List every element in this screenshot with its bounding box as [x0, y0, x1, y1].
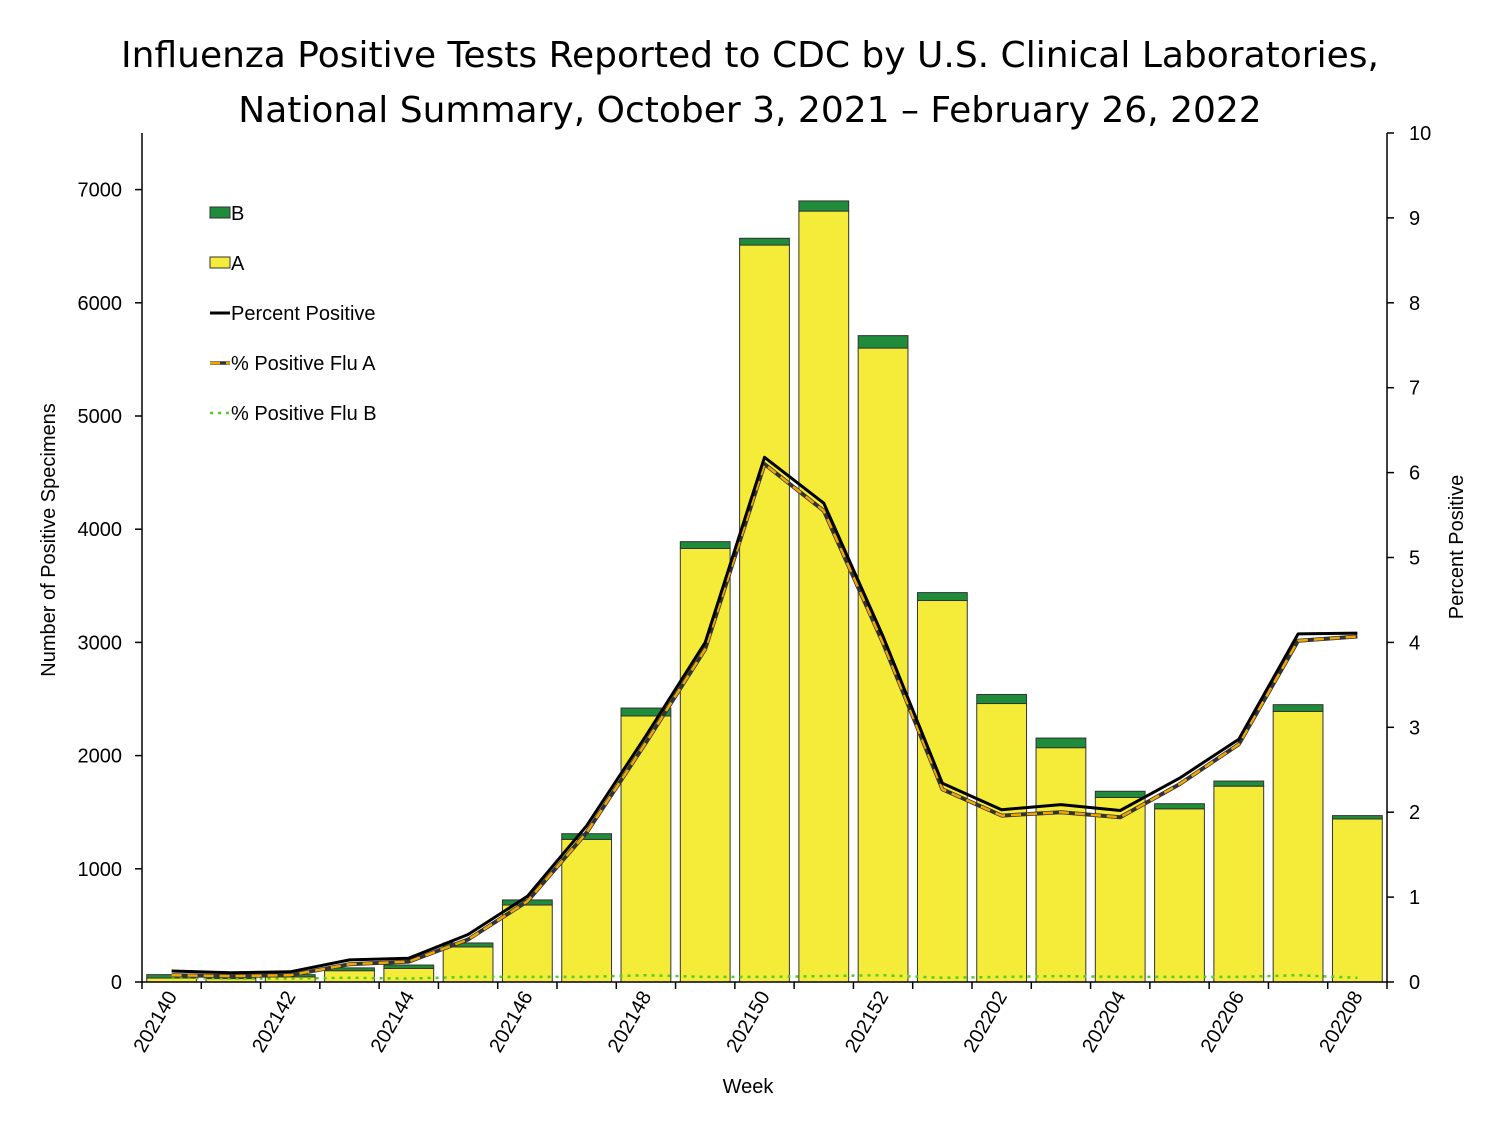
lines-layer [171, 455, 1358, 980]
legend-b-swatch [209, 206, 231, 219]
y-tick-label: 7000 [78, 180, 123, 202]
bar-a-202148 [620, 715, 672, 983]
bar-a-202208 [1331, 818, 1383, 983]
y2-tick-label: 4 [1409, 632, 1420, 654]
bar-a-202150 [739, 244, 790, 983]
legend-a: A [209, 253, 245, 275]
y-axis-label: Number of Positive Specimens [38, 403, 60, 676]
x-tick-label: 202152 [841, 988, 893, 1057]
chart-title-line-1: Influenza Positive Tests Reported to CDC… [121, 35, 1379, 76]
bar-a-202207 [1272, 710, 1324, 983]
bar-b-202206 [1213, 780, 1265, 787]
x-tick-label: 202202 [960, 987, 1012, 1056]
bar-a-202202 [976, 703, 1028, 983]
y-tick-label: 3000 [78, 632, 123, 654]
bar-b-202201 [916, 592, 968, 602]
y-tick-label: 5000 [78, 406, 123, 428]
bar-a-202203 [1035, 747, 1087, 983]
y2-tick-label: 8 [1409, 293, 1420, 315]
bars-layer [146, 200, 1383, 983]
bar-a-202143 [324, 970, 375, 983]
legend-positive-flu-b: % Positive Flu B [210, 403, 377, 425]
y-tick-label: 4000 [78, 519, 123, 541]
x-tick-label: 202148 [604, 988, 656, 1057]
x-tick-label: 202150 [722, 988, 774, 1057]
bar-b-202150 [739, 237, 790, 246]
chart-title-line-2: National Summary, October 3, 2021 – Febr… [238, 90, 1262, 131]
y2-tick-label: 6 [1409, 463, 1420, 485]
x-tick-label: 202140 [130, 988, 182, 1057]
x-axis-label: Week [723, 1076, 775, 1098]
bar-b-202205 [1154, 803, 1205, 810]
y2-tick-label: 0 [1409, 972, 1420, 994]
bar-b-202149 [679, 541, 731, 549]
line-percent-positive [171, 455, 1358, 975]
bar-b-202203 [1035, 737, 1087, 749]
bar-a-202152 [857, 347, 909, 983]
bar-a-202205 [1154, 808, 1205, 983]
bar-a-202151 [798, 210, 850, 983]
bar-a-202144 [383, 967, 435, 983]
y-tick-label: 2000 [78, 746, 123, 768]
bar-b-202202 [976, 693, 1028, 705]
legend-b: B [209, 203, 244, 225]
bar-a-202146 [501, 904, 553, 983]
y-tick-label: 0 [111, 972, 122, 994]
bar-a-202147 [561, 838, 613, 983]
legend-b-label: B [231, 203, 244, 225]
bar-b-202144 [383, 964, 435, 969]
x-tick-label: 202204 [1078, 988, 1130, 1057]
line-positive-flu-b [171, 973, 1358, 980]
y2-tick-label: 10 [1409, 123, 1431, 145]
y2-axis-label: Percent Positive [1446, 475, 1468, 620]
legend-percent-positive: Percent Positive [210, 303, 376, 325]
legend-percent-positive-label: Percent Positive [231, 303, 376, 325]
x-tick-label: 202146 [485, 988, 537, 1057]
legend-positive-flu-a-label: % Positive Flu A [231, 353, 376, 375]
bar-a-202204 [1094, 796, 1146, 983]
y2-tick-label: 7 [1409, 378, 1420, 400]
bar-b-202152 [857, 335, 909, 349]
y2-tick-label: 1 [1409, 887, 1420, 909]
bar-a-202149 [679, 547, 731, 983]
bar-b-202207 [1272, 704, 1324, 712]
legend-a-swatch [209, 256, 231, 269]
bar-b-202208 [1331, 815, 1383, 820]
x-tick-label: 202144 [367, 988, 419, 1057]
x-tick-label: 202142 [248, 988, 300, 1057]
y2-tick-label: 9 [1409, 208, 1420, 230]
x-tick-label: 202208 [1315, 988, 1367, 1057]
legend-positive-flu-b-label: % Positive Flu B [231, 403, 377, 425]
bar-a-202206 [1213, 785, 1265, 983]
bar-b-202148 [620, 707, 672, 717]
y-tick-label: 1000 [78, 859, 123, 881]
chart-title: Influenza Positive Tests Reported to CDC… [0, 28, 1500, 138]
x-tick-label: 202206 [1197, 988, 1249, 1057]
y2-tick-label: 2 [1409, 802, 1420, 824]
y-tick-label: 6000 [78, 293, 123, 315]
y2-tick-label: 3 [1409, 717, 1420, 739]
legend-a-label: A [231, 253, 245, 275]
y2-tick-label: 5 [1409, 548, 1420, 570]
legend-positive-flu-a: % Positive Flu A [210, 353, 376, 375]
bar-b-202151 [798, 200, 850, 212]
bar-b-202204 [1094, 790, 1146, 798]
legend: B A Percent Positive % Positive Flu A % Posi… [209, 203, 377, 425]
line-positive-flu-a [171, 462, 1358, 978]
